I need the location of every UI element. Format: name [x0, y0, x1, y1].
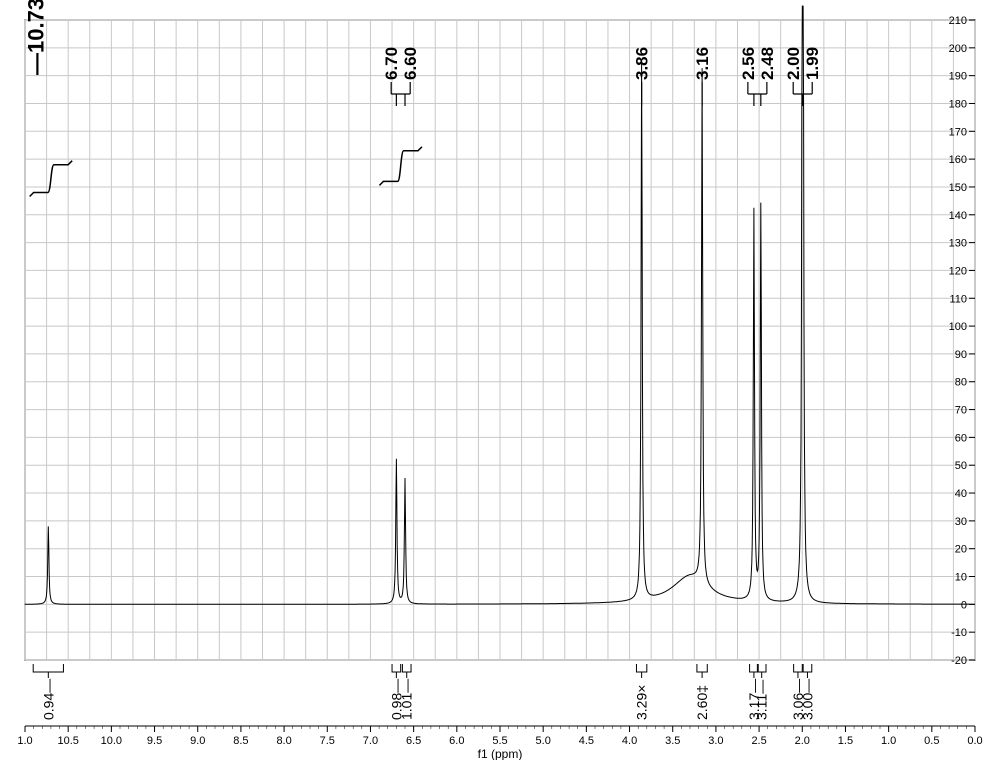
nmr-spectrum: -20 -10 0 10 20 30 40 50 60 70 80 90 100 110 120 130 140… — [0, 0, 1000, 760]
x-tick-label: 3.0 — [708, 735, 723, 747]
x-tick-label: 8.5 — [233, 735, 248, 747]
x-tick-label: 1.0 — [17, 735, 32, 747]
x-tick-label: 5.5 — [492, 735, 507, 747]
x-tick-label: 0.0 — [967, 735, 982, 747]
svg-text:170: 170 — [949, 126, 967, 138]
peak-label: —10.73 — [23, 0, 48, 75]
svg-text:190: 190 — [949, 71, 967, 83]
svg-text:0: 0 — [961, 599, 967, 611]
peak-label: 2.56 — [739, 47, 758, 80]
x-tick-label: 5.0 — [536, 735, 551, 747]
svg-text:30: 30 — [955, 516, 967, 528]
integral-bracket — [402, 664, 411, 678]
svg-text:90: 90 — [955, 349, 967, 361]
svg-text:-10: -10 — [951, 627, 967, 639]
integral-label: 0.94— — [40, 679, 56, 720]
x-tick-label: 9.5 — [147, 735, 162, 747]
svg-text:150: 150 — [949, 182, 967, 194]
x-tick-label: 6.0 — [449, 735, 464, 747]
svg-text:50: 50 — [955, 460, 967, 472]
peak-label: 6.70 — [382, 47, 401, 80]
x-tick-label: 8.0 — [276, 735, 291, 747]
peak-label: 3.86 — [633, 47, 652, 80]
svg-text:160: 160 — [949, 154, 967, 166]
svg-text:20: 20 — [955, 544, 967, 556]
integral-bracket — [697, 664, 707, 678]
svg-text:100: 100 — [949, 321, 967, 333]
svg-text:10: 10 — [955, 572, 967, 584]
x-tick-label: 7.5 — [320, 735, 335, 747]
integral-label: 3.11— — [754, 680, 770, 720]
svg-text:70: 70 — [955, 405, 967, 417]
x-tick-label: 0.5 — [924, 735, 939, 747]
integral-label: 3.29× — [634, 685, 650, 720]
svg-text:180: 180 — [949, 98, 967, 110]
x-tick-label: 10.0 — [101, 735, 122, 747]
peak-label: 3.16 — [693, 47, 712, 80]
svg-text:110: 110 — [949, 293, 967, 305]
peak-label: 2.00 — [784, 47, 803, 80]
svg-text:140: 140 — [949, 210, 967, 222]
x-tick-label: 10.5 — [57, 735, 78, 747]
svg-text:80: 80 — [955, 377, 967, 389]
integral-label: 3.00— — [799, 679, 815, 720]
x-tick-label: 7.0 — [363, 735, 378, 747]
svg-text:130: 130 — [949, 238, 967, 250]
svg-text:60: 60 — [955, 432, 967, 444]
integral-trace — [30, 161, 73, 197]
peak-label: 1.99 — [803, 47, 822, 80]
integral-label: 2.60‡ — [694, 685, 710, 720]
x-tick-label: 4.0 — [622, 735, 637, 747]
integral-bracket — [33, 664, 63, 678]
x-tick-label: 9.0 — [190, 735, 205, 747]
x-tick-label: 3.5 — [665, 735, 680, 747]
integral-bracket — [392, 664, 401, 678]
integral-bracket — [636, 664, 646, 678]
svg-text:210: 210 — [949, 15, 967, 27]
svg-text:-20: -20 — [951, 655, 967, 667]
x-tick-label: 6.5 — [406, 735, 421, 747]
peak-label: 6.60 — [401, 47, 420, 80]
integral-bracket — [803, 664, 812, 678]
x-tick-label: 2.0 — [795, 735, 810, 747]
svg-text:40: 40 — [955, 488, 967, 500]
svg-text:200: 200 — [949, 43, 967, 55]
peak-label: 2.48 — [758, 47, 777, 80]
integral-bracket — [794, 664, 803, 678]
x-axis-title: f1 (ppm) — [478, 747, 523, 760]
x-tick-label: 4.5 — [579, 735, 594, 747]
integral-label: 1.01— — [399, 679, 415, 720]
svg-text:120: 120 — [949, 265, 967, 277]
x-tick-label: 2.5 — [751, 735, 766, 747]
x-tick-label: 1.0 — [881, 735, 896, 747]
integral-trace — [379, 147, 422, 186]
x-tick-label: 1.5 — [838, 735, 853, 747]
